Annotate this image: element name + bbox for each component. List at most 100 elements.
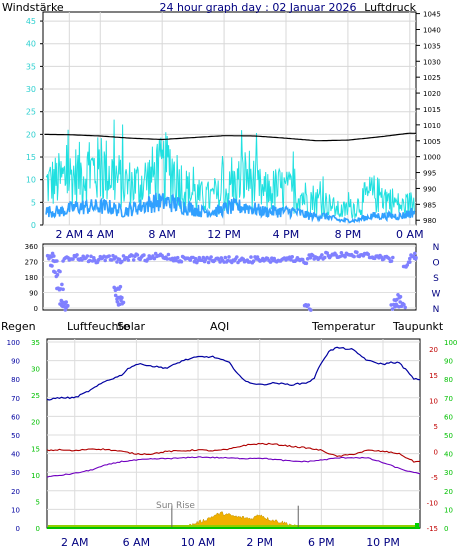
aqi-tick-label: 90	[444, 358, 453, 366]
direction-point	[309, 308, 313, 312]
humidity-tick-label: 30	[11, 469, 20, 477]
wind-y-axis: 0 5 10 15 20 25 30 35 40 45	[26, 17, 43, 230]
direction-tick-label: 180	[25, 274, 38, 282]
direction-point	[142, 253, 146, 257]
wind-tick-label: 0	[31, 221, 36, 230]
direction-point	[60, 282, 64, 287]
direction-point	[355, 250, 359, 255]
dewpoint-line	[46, 456, 421, 478]
humidity-tick-label: 20	[11, 488, 20, 496]
direction-point	[66, 303, 70, 308]
direction-point	[50, 264, 54, 268]
direction-point	[223, 255, 228, 260]
direction-point	[107, 254, 111, 258]
direction-tick-label: 0	[34, 305, 38, 313]
direction-point	[55, 272, 60, 277]
direction-point	[308, 255, 313, 260]
wind-axis-label: Windstärke	[2, 1, 64, 14]
temperature-tick-label: -10	[427, 499, 438, 507]
direction-point	[408, 260, 412, 264]
humidity-tick-label: 100	[7, 339, 20, 347]
direction-point	[306, 303, 311, 307]
weather-grid	[47, 339, 420, 529]
wind-x-tick-label: 2 AM	[56, 228, 84, 241]
humidity-tick-label: 90	[11, 358, 20, 366]
direction-point	[205, 255, 209, 260]
aqi-tick-label: 70	[444, 395, 453, 403]
pressure-tick-label: 1035	[423, 42, 441, 50]
rain-tick-label: 30	[31, 366, 40, 374]
compass-label: N	[433, 243, 440, 253]
direction-point	[405, 263, 410, 267]
direction-point	[196, 258, 200, 263]
weather-x-tick-label: 2 AM	[61, 536, 89, 549]
direction-point	[387, 256, 391, 261]
direction-point	[300, 257, 305, 262]
wind-tick-label: 20	[26, 130, 36, 139]
wind-x-tick-label: 4 PM	[273, 228, 300, 241]
direction-point	[235, 255, 239, 259]
temperature-tick-label: 5	[434, 423, 438, 431]
direction-point	[391, 255, 395, 260]
direction-point	[389, 259, 394, 263]
direction-point	[390, 307, 395, 311]
direction-point	[118, 284, 123, 289]
weather-x-tick-label: 6 PM	[308, 536, 335, 549]
compass-label: W	[432, 290, 441, 300]
wind-tick-label: 45	[26, 17, 36, 26]
direction-point	[55, 259, 59, 263]
direction-point	[87, 258, 92, 263]
direction-point	[193, 256, 198, 261]
direction-point	[89, 254, 93, 259]
direction-point	[395, 297, 399, 302]
chart-title: 24 hour graph day : 02 Januar 2026	[160, 1, 357, 14]
direction-point	[121, 300, 126, 305]
temperature-tick-label: 15	[429, 372, 438, 380]
pressure-tick-label: 995	[423, 170, 436, 178]
direction-point	[71, 257, 75, 261]
wind-x-tick-label: 12 PM	[207, 228, 241, 241]
direction-point	[209, 255, 213, 259]
direction-y-axis: 0 90 180 270 360	[25, 243, 38, 313]
aqi-tick-label: 80	[444, 376, 453, 384]
direction-point	[113, 293, 118, 298]
rain-tick-label: 5	[36, 498, 40, 506]
weather-legend: Regen Luftfeuchte Solar AQI Temperatur T…	[1, 320, 444, 333]
rain-tick-label: 10	[31, 472, 40, 480]
wind-tick-label: 10	[26, 176, 36, 185]
direction-tick-label: 360	[25, 243, 38, 251]
temperature-tick-label: -15	[427, 525, 438, 533]
direction-point	[366, 252, 371, 257]
weather-x-tick-label: 2 PM	[246, 536, 273, 549]
rain-tick-label: 20	[31, 419, 40, 427]
direction-point	[206, 260, 211, 265]
direction-point	[398, 294, 403, 299]
pressure-axis-label: Luftdruck	[364, 1, 416, 14]
direction-point	[290, 254, 295, 259]
sunrise-annotation: Sun Rise	[156, 501, 195, 511]
direction-point	[174, 258, 178, 263]
weather-series	[46, 346, 421, 529]
weather-x-tick-label: 10 AM	[181, 536, 216, 549]
wind-tick-label: 25	[26, 108, 36, 117]
direction-point	[119, 298, 123, 303]
compass-label: O	[432, 259, 439, 269]
temperature-tick-label: 10	[429, 397, 438, 405]
humidity-tick-label: 50	[11, 432, 20, 440]
temperature-tick-label: 0	[434, 448, 438, 456]
temperature-line	[46, 442, 420, 463]
legend-temperature: Temperatur	[311, 320, 376, 333]
direction-point	[249, 255, 253, 259]
humidity-tick-label: 60	[11, 413, 20, 421]
direction-point	[305, 257, 310, 261]
humidity-tick-label: 0	[16, 525, 20, 533]
rain-tick-label: 15	[31, 445, 40, 453]
direction-point	[179, 259, 184, 264]
direction-point	[113, 255, 118, 259]
direction-point	[165, 257, 169, 261]
direction-point	[112, 285, 116, 290]
rain-tick-label: 35	[31, 339, 40, 347]
weather-panel-frame	[46, 338, 421, 529]
legend-solar: Solar	[117, 320, 146, 333]
